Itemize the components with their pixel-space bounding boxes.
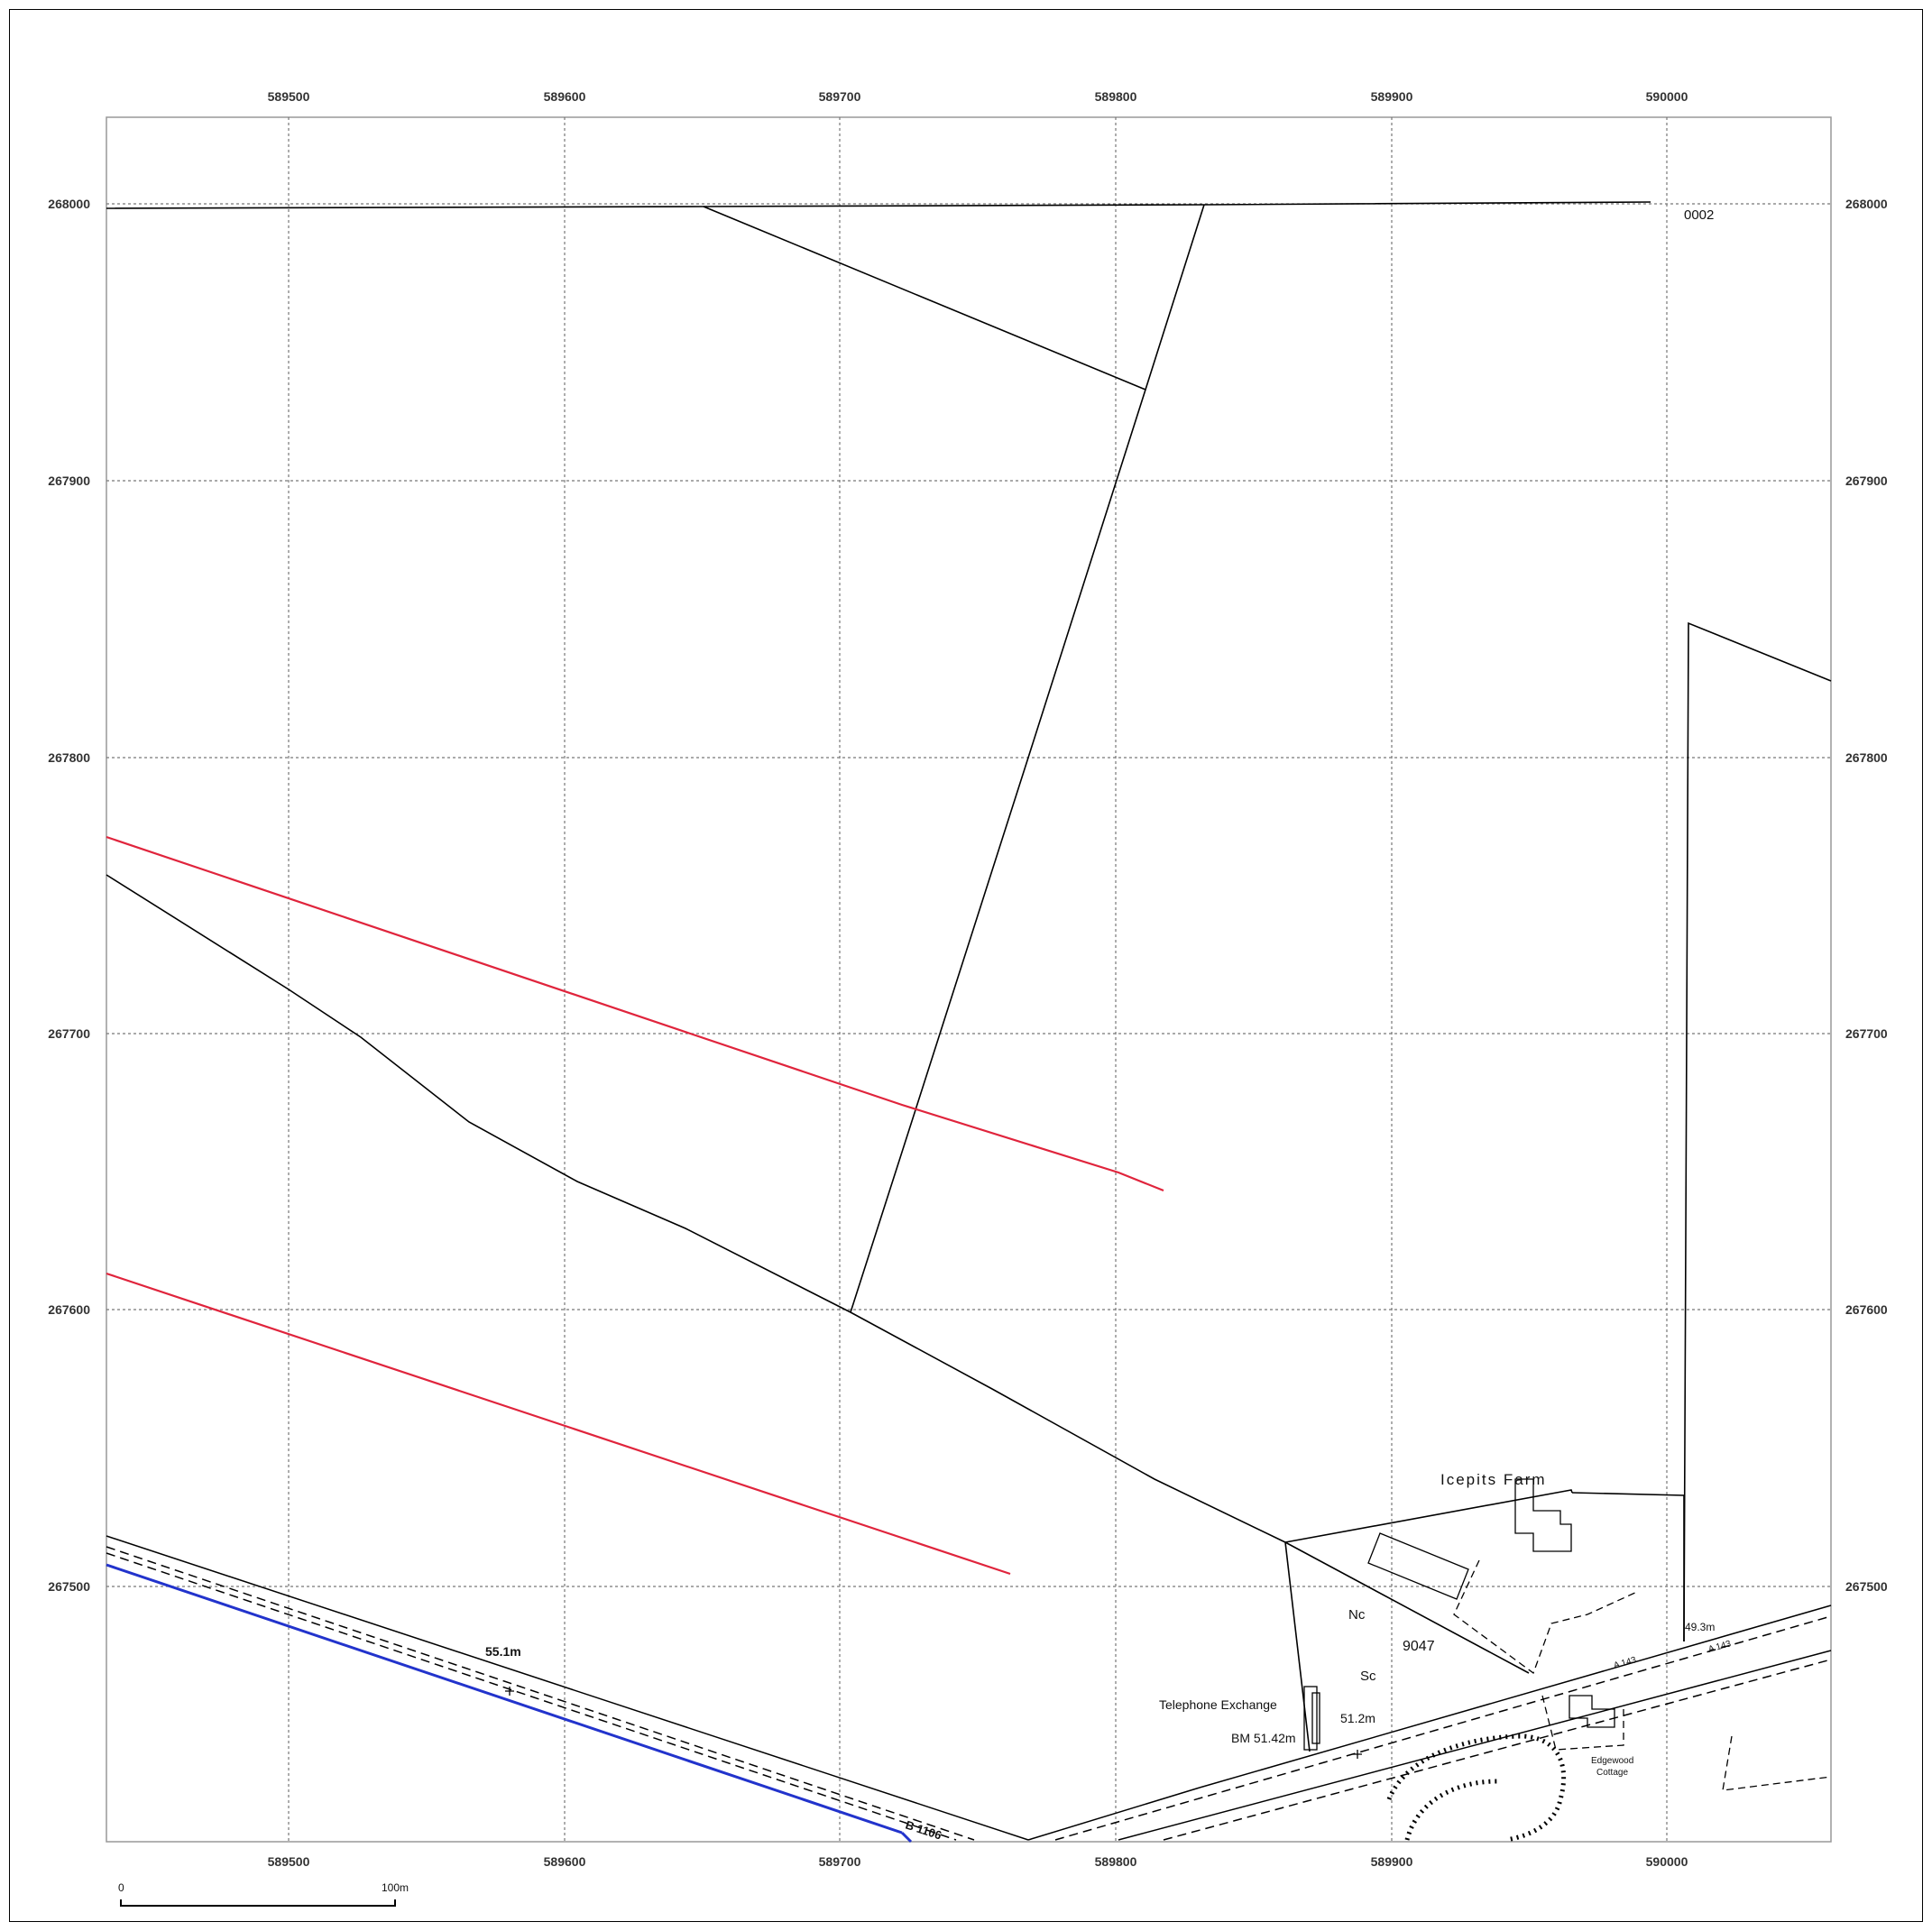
- scale-bar-line: [120, 1899, 396, 1907]
- easting-label: 589600: [544, 1854, 586, 1869]
- road-b1106-mid: [106, 1546, 975, 1841]
- road-a143-label: A 143: [1707, 1639, 1733, 1655]
- northing-label: 267600: [48, 1302, 90, 1317]
- red-boundary-south: [106, 1272, 1011, 1576]
- northing-label: 267900: [48, 474, 90, 488]
- road-a143-label: A 143: [1613, 1655, 1638, 1671]
- roads: [106, 1535, 1832, 1841]
- red-boundary-north: [106, 835, 1164, 1192]
- farm-yard: [1453, 1559, 1638, 1675]
- telephone-exchange-building: [1303, 1686, 1318, 1751]
- boundary-east-strip: [1683, 621, 1832, 1642]
- bench-mark-label: BM 51.42m: [1231, 1731, 1296, 1745]
- road-b1106-blue-stub: [900, 1831, 913, 1844]
- scale-bar: 0 100m: [118, 1881, 409, 1907]
- cottage-garden: [1541, 1695, 1624, 1751]
- northing-label: 268000: [48, 197, 90, 211]
- northing-labels-left: 268000 267900 267800 267700 267600 26750…: [48, 197, 90, 1594]
- spot-height-east-label: 49.3m: [1685, 1621, 1715, 1633]
- farm-name-label: Icepits Farm: [1440, 1471, 1547, 1488]
- northing-label: 268000: [1845, 197, 1888, 211]
- coordinate-grid: [106, 117, 1831, 1842]
- road-a143-edge-2: [1054, 1615, 1832, 1841]
- road-a143-edge-1: [1199, 1605, 1832, 1788]
- boundary-exchange-plot: [1284, 1541, 1311, 1752]
- field-number-top: 0002: [1684, 207, 1714, 223]
- cottage-name-label: Edgewood: [1591, 1756, 1633, 1766]
- northing-label: 267600: [1845, 1302, 1888, 1317]
- easting-label: 589800: [1095, 89, 1137, 104]
- boundary-west-curve: [106, 874, 1286, 1543]
- pit-hachures: [1386, 1733, 1567, 1843]
- telephone-exchange-inner: [1311, 1692, 1320, 1744]
- telephone-exchange-label: Telephone Exchange: [1159, 1697, 1277, 1712]
- map-annotations: 0002 Icepits Farm 9047 Nc Sc Telephone E…: [485, 207, 1733, 1843]
- road-a143-north-edge: [1027, 1787, 1201, 1841]
- boundary-top-edge: [106, 201, 1651, 209]
- map-panel: [106, 116, 1832, 1843]
- cottage-name-label: Cottage: [1596, 1768, 1628, 1778]
- easting-label: 589900: [1371, 1854, 1413, 1869]
- sc-label: Sc: [1360, 1669, 1376, 1684]
- farm-building-1: [1367, 1532, 1469, 1600]
- northing-label: 267800: [48, 750, 90, 765]
- boundary-long-diagonal: [850, 204, 1205, 1313]
- northing-labels-right: 268000 267900 267800 267700 267600 26750…: [1845, 197, 1888, 1594]
- easting-label: 589800: [1095, 1854, 1137, 1869]
- field-boundaries: [106, 201, 1832, 1752]
- spot-height-road-label: 51.2m: [1340, 1711, 1375, 1725]
- easting-label: 589500: [268, 1854, 310, 1869]
- easting-label: 589900: [1371, 89, 1413, 104]
- site-boundary-red: [106, 835, 1164, 1576]
- easting-label: 590000: [1646, 89, 1688, 104]
- road-a143-edge-3: [1118, 1650, 1832, 1841]
- boundary-farm-north: [1284, 1489, 1573, 1543]
- northing-label: 267900: [1845, 474, 1888, 488]
- easting-labels-top: 589500 589600 589700 589800 589900 59000…: [268, 89, 1688, 104]
- northing-label: 267700: [1845, 1026, 1888, 1041]
- road-b1106-blue-line: [106, 1563, 903, 1834]
- easting-label: 589600: [544, 89, 586, 104]
- northing-label: 267700: [48, 1026, 90, 1041]
- easting-label: 589700: [819, 89, 861, 104]
- scale-bar-start-label: 0: [118, 1881, 124, 1894]
- road-b1106-mid-2: [106, 1552, 957, 1841]
- boundary-diagonal-ne: [703, 206, 1146, 391]
- buildings: [1303, 1478, 1832, 1791]
- northing-label: 267500: [48, 1579, 90, 1594]
- spot-height-cross: [1353, 1750, 1362, 1759]
- spot-height-cross: [505, 1687, 514, 1696]
- boundary-farm-diagonal: [1284, 1541, 1530, 1674]
- scale-bar-end-label: 100m: [382, 1881, 409, 1894]
- farm-building-2: [1514, 1478, 1572, 1552]
- northing-label: 267500: [1845, 1579, 1888, 1594]
- road-a143-edge-4: [1163, 1659, 1832, 1841]
- road-b1106-north-edge: [106, 1535, 1029, 1841]
- spot-height-south-label: 55.1m: [485, 1644, 521, 1659]
- parcel-number-label: 9047: [1403, 1639, 1435, 1654]
- easting-label: 590000: [1646, 1854, 1688, 1869]
- easting-labels-bottom: 589500 589600 589700 589800 589900 59000…: [268, 1854, 1688, 1869]
- easting-label: 589700: [819, 1854, 861, 1869]
- nc-label: Nc: [1348, 1607, 1366, 1623]
- cottage-building: [1569, 1695, 1615, 1728]
- northing-label: 267800: [1845, 750, 1888, 765]
- map-frame: [9, 9, 1923, 1922]
- boundary-farm-east: [1571, 1492, 1685, 1641]
- spot-heights: [505, 1687, 1362, 1759]
- east-plot: [1722, 1735, 1832, 1791]
- easting-label: 589500: [268, 89, 310, 104]
